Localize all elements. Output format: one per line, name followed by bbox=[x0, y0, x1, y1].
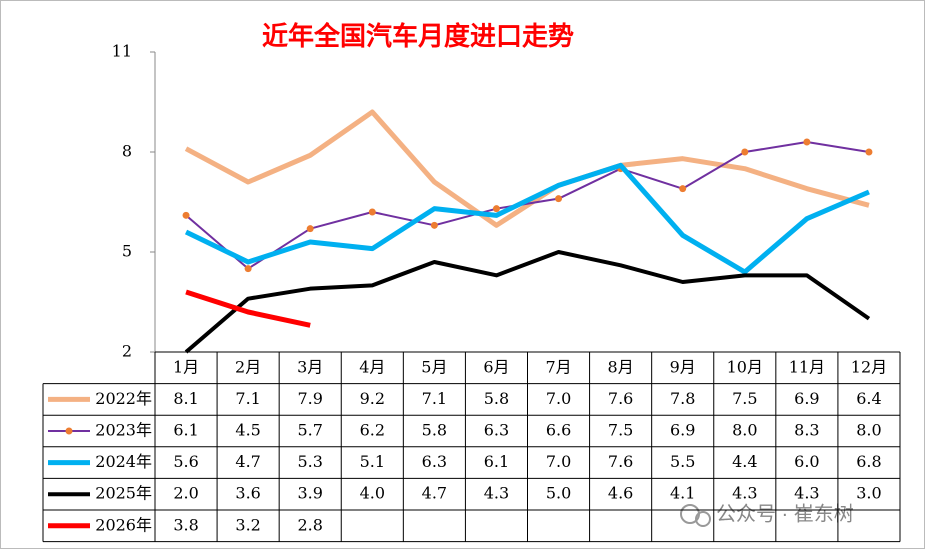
table-value: 4.4 bbox=[732, 452, 757, 471]
table-value: 3.6 bbox=[235, 484, 260, 503]
table-value: 7.9 bbox=[297, 389, 322, 408]
table-value: 6.9 bbox=[670, 421, 695, 440]
x-tick-label: 9月 bbox=[670, 357, 696, 376]
legend-label: 2025年 bbox=[95, 484, 152, 503]
table-value: 5.8 bbox=[484, 389, 509, 408]
watermark: 公众号 · 崔东树 bbox=[680, 502, 854, 527]
y-tick-label: 5 bbox=[122, 242, 132, 261]
table-value: 5.0 bbox=[546, 484, 571, 503]
x-tick-label: 2月 bbox=[235, 357, 261, 376]
series-line bbox=[184, 250, 871, 354]
marker bbox=[182, 211, 190, 219]
table-value: 9.2 bbox=[360, 389, 385, 408]
x-tick-label: 7月 bbox=[545, 357, 571, 376]
table-value: 8.1 bbox=[173, 389, 198, 408]
marker bbox=[803, 138, 811, 146]
table-value: 7.5 bbox=[608, 421, 633, 440]
table-value: 3.9 bbox=[297, 484, 322, 503]
x-tick-label: 11月 bbox=[789, 357, 825, 376]
table-value: 4.5 bbox=[235, 421, 260, 440]
legend-marker bbox=[65, 427, 73, 435]
table-value: 5.7 bbox=[297, 421, 322, 440]
table-value: 6.9 bbox=[794, 389, 819, 408]
table-value: 5.8 bbox=[422, 421, 447, 440]
legend-label: 2022年 bbox=[95, 389, 152, 408]
table-value: 2.0 bbox=[173, 484, 198, 503]
table-value: 8.0 bbox=[732, 421, 757, 440]
table-value: 5.1 bbox=[360, 452, 385, 471]
table-value: 3.8 bbox=[173, 515, 198, 534]
watermark-icon bbox=[695, 511, 711, 527]
y-tick-label: 2 bbox=[122, 342, 132, 361]
x-tick-label: 6月 bbox=[483, 357, 509, 376]
x-tick-label: 8月 bbox=[608, 357, 634, 376]
marker bbox=[741, 148, 749, 156]
table-value: 4.7 bbox=[422, 484, 447, 503]
series-line bbox=[184, 109, 870, 228]
table-value: 7.6 bbox=[608, 452, 633, 471]
table-value: 5.5 bbox=[670, 452, 695, 471]
legend-label: 2023年 bbox=[95, 421, 152, 440]
table-value: 6.3 bbox=[484, 421, 509, 440]
series-line bbox=[184, 162, 870, 275]
x-tick-label: 10月 bbox=[727, 357, 763, 376]
marker bbox=[492, 205, 500, 213]
legend-label: 2026年 bbox=[95, 515, 152, 534]
table-value: 8.0 bbox=[856, 421, 881, 440]
table-value: 7.1 bbox=[422, 389, 447, 408]
table-value: 4.3 bbox=[794, 484, 819, 503]
table-value: 5.3 bbox=[297, 452, 322, 471]
legend-label: 2024年 bbox=[95, 452, 152, 471]
y-tick-label: 11 bbox=[112, 42, 132, 61]
table-value: 6.4 bbox=[856, 389, 881, 408]
watermark-text: 公众号 · 崔东树 bbox=[716, 502, 854, 525]
table-value: 7.6 bbox=[608, 389, 633, 408]
table-value: 6.1 bbox=[173, 421, 198, 440]
table-value: 7.5 bbox=[732, 389, 757, 408]
marker bbox=[555, 195, 563, 203]
table-value: 7.0 bbox=[546, 389, 571, 408]
table-value: 7.0 bbox=[546, 452, 571, 471]
table-value: 4.3 bbox=[732, 484, 757, 503]
marker bbox=[430, 221, 438, 229]
table-value: 4.1 bbox=[670, 484, 695, 503]
series-line bbox=[185, 141, 870, 270]
x-tick-label: 4月 bbox=[359, 357, 385, 376]
table-value: 6.3 bbox=[422, 452, 447, 471]
table-value: 4.7 bbox=[235, 452, 260, 471]
table-value: 8.3 bbox=[794, 421, 819, 440]
table-value: 7.8 bbox=[670, 389, 695, 408]
marker bbox=[244, 265, 252, 273]
table-value: 5.6 bbox=[173, 452, 198, 471]
marker bbox=[679, 185, 687, 193]
x-tick-label: 5月 bbox=[421, 357, 447, 376]
x-tick-label: 12月 bbox=[851, 357, 887, 376]
table-value: 4.6 bbox=[608, 484, 633, 503]
table-value: 6.6 bbox=[546, 421, 571, 440]
table-value: 3.2 bbox=[235, 515, 260, 534]
table-value: 4.3 bbox=[484, 484, 509, 503]
y-tick-label: 8 bbox=[122, 142, 132, 161]
series-line bbox=[185, 289, 311, 328]
chart-title: 近年全国汽车月度进口走势 bbox=[262, 21, 574, 51]
marker bbox=[865, 148, 873, 156]
x-tick-label: 3月 bbox=[297, 357, 323, 376]
marker bbox=[368, 208, 376, 216]
table-value: 4.0 bbox=[360, 484, 385, 503]
table-value: 6.0 bbox=[794, 452, 819, 471]
table-value: 6.2 bbox=[360, 421, 385, 440]
x-tick-label: 1月 bbox=[173, 357, 199, 376]
table-value: 6.8 bbox=[856, 452, 881, 471]
table-value: 7.1 bbox=[235, 389, 260, 408]
marker bbox=[306, 225, 314, 233]
table-value: 6.1 bbox=[484, 452, 509, 471]
table-value: 3.0 bbox=[856, 484, 881, 503]
table-value: 2.8 bbox=[297, 515, 322, 534]
